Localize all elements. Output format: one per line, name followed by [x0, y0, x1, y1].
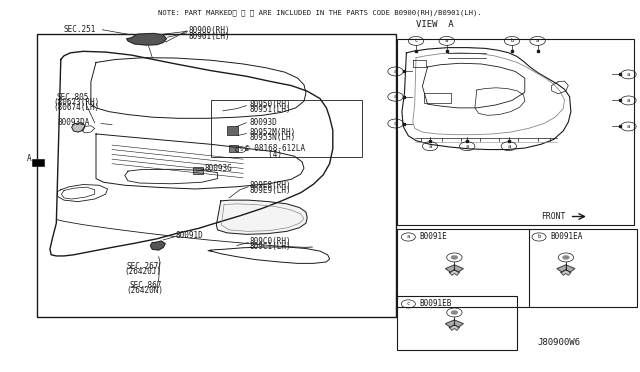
Polygon shape: [127, 33, 166, 45]
Text: SEC.867: SEC.867: [129, 281, 162, 290]
Text: A: A: [27, 154, 31, 163]
Polygon shape: [566, 265, 575, 272]
Text: B0091E: B0091E: [419, 232, 447, 241]
Text: NOTE: PART MARKEDⒶ Ⓑ Ⓒ ARE INCLUDED IN THE PARTS CODE B0900(RH)/B0901(LH).: NOTE: PART MARKEDⒶ Ⓑ Ⓒ ARE INCLUDED IN T…: [158, 10, 482, 16]
Text: a: a: [465, 144, 469, 149]
Bar: [424, 93, 451, 103]
Text: (80674(LH): (80674(LH): [53, 103, 99, 112]
Text: a: a: [394, 94, 397, 99]
Text: B0091EA: B0091EA: [550, 232, 582, 241]
Text: b: b: [538, 234, 541, 240]
Bar: [193, 167, 203, 174]
Circle shape: [563, 256, 570, 259]
Polygon shape: [445, 320, 454, 327]
Polygon shape: [454, 320, 463, 327]
Text: SEC.267: SEC.267: [127, 262, 159, 271]
Polygon shape: [557, 265, 566, 272]
Text: a: a: [406, 234, 410, 240]
Bar: [32, 159, 44, 166]
Text: 809E8(RH): 809E8(RH): [250, 181, 291, 190]
Bar: [397, 296, 517, 350]
Circle shape: [451, 256, 458, 259]
Text: a: a: [627, 124, 630, 129]
Polygon shape: [449, 325, 460, 330]
Bar: [229, 145, 238, 152]
Text: (26420N): (26420N): [127, 286, 164, 295]
Text: a: a: [627, 72, 630, 77]
Text: 80900(RH): 80900(RH): [189, 26, 230, 35]
Text: 809E9(LH): 809E9(LH): [250, 186, 291, 195]
Text: a: a: [394, 69, 397, 74]
Text: 80953N(LH): 80953N(LH): [250, 133, 296, 142]
Polygon shape: [561, 270, 571, 275]
Polygon shape: [449, 270, 460, 275]
Text: 80091D: 80091D: [176, 231, 204, 240]
Text: (26420J): (26420J): [124, 267, 161, 276]
Polygon shape: [454, 265, 463, 272]
Bar: [397, 39, 634, 225]
Text: a: a: [507, 144, 511, 149]
Text: b: b: [510, 38, 514, 44]
Text: a: a: [627, 98, 630, 103]
Text: 80951(LH): 80951(LH): [250, 105, 291, 114]
Text: FRONT: FRONT: [541, 212, 565, 221]
Circle shape: [451, 311, 458, 314]
Text: 809C0(RH): 809C0(RH): [250, 237, 291, 246]
Bar: [211, 100, 362, 157]
Text: S: S: [239, 147, 242, 152]
Text: 809C1(LH): 809C1(LH): [250, 242, 291, 251]
Text: (4): (4): [245, 150, 282, 158]
Text: SEC.251: SEC.251: [64, 25, 97, 34]
Text: B0091EB: B0091EB: [419, 299, 452, 308]
Text: c: c: [414, 38, 418, 44]
Text: 80093D: 80093D: [250, 118, 277, 126]
Text: a: a: [536, 38, 540, 44]
Text: 80901(LH): 80901(LH): [189, 32, 230, 41]
Polygon shape: [216, 200, 307, 234]
Text: 80950(RH): 80950(RH): [250, 100, 291, 109]
Polygon shape: [72, 123, 85, 132]
Bar: [37, 34, 396, 317]
Polygon shape: [150, 241, 165, 250]
Polygon shape: [445, 265, 454, 272]
Text: c: c: [406, 301, 410, 307]
Text: 80093G: 80093G: [205, 164, 232, 173]
Text: J80900W6: J80900W6: [538, 339, 580, 347]
Text: a: a: [394, 121, 397, 126]
Bar: [397, 229, 637, 307]
Text: 80093DA: 80093DA: [58, 118, 90, 126]
Text: © 08168-612LA: © 08168-612LA: [245, 144, 305, 153]
Text: (80673(RH): (80673(RH): [53, 98, 99, 107]
Text: 80952M(RH): 80952M(RH): [250, 128, 296, 137]
Text: SEC.805: SEC.805: [56, 93, 89, 102]
Text: a: a: [445, 38, 449, 44]
Text: a: a: [428, 144, 432, 149]
Text: VIEW  A: VIEW A: [416, 20, 454, 29]
Bar: [227, 126, 238, 135]
